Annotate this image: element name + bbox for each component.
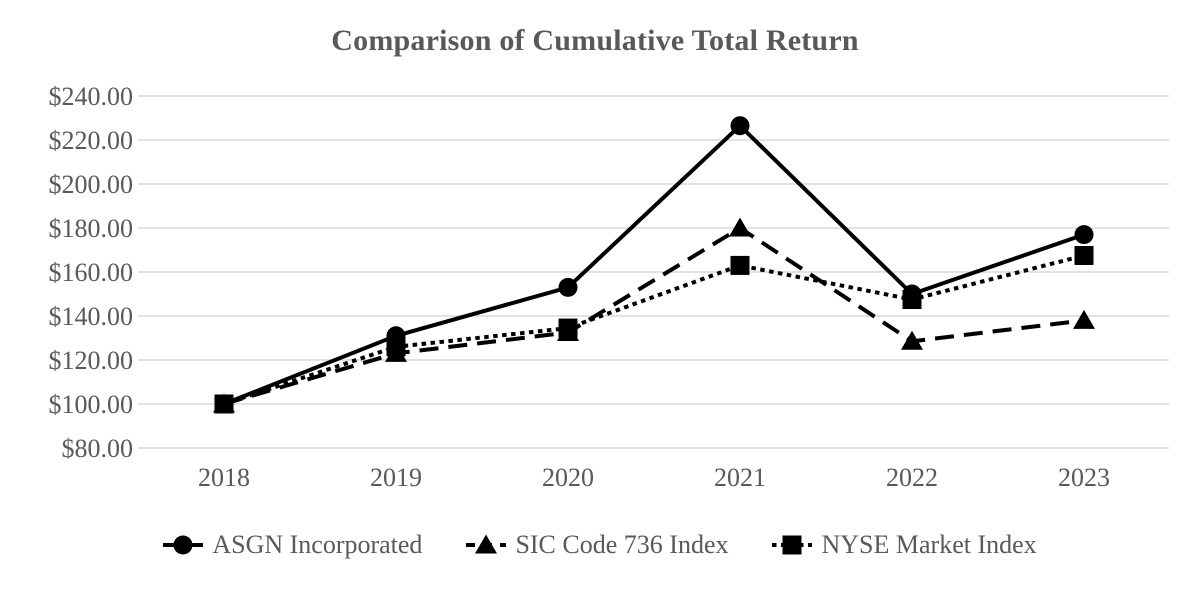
chart-legend: ASGN Incorporated SIC Code 736 Index NYS… [0,530,1200,560]
legend-item-nyse: NYSE Market Index [772,530,1037,560]
series-line-dashed [223,225,1085,406]
y-tick-label: $160.00 [49,258,134,287]
y-tick-label: $80.00 [62,434,134,463]
legend-swatch-triangle-icon [466,534,507,554]
series-square [214,246,1094,414]
y-axis-labels: $240.00 $220.00 $200.00 $180.00 $160.00 $140.… [49,82,134,463]
x-tick-label: 2021 [714,463,766,492]
legend-item-sic: SIC Code 736 Index [466,530,728,560]
y-tick-label: $100.00 [49,390,134,419]
legend-swatch-square-icon [772,535,813,555]
x-axis-labels: 2018 2019 2020 2021 2022 2023 [198,463,1110,492]
x-tick-label: 2020 [542,463,594,492]
series-line-dotted [223,253,1085,406]
x-tick-label: 2023 [1058,463,1110,492]
series-triangle [213,217,1095,413]
legend-label: NYSE Market Index [821,530,1037,559]
x-tick-label: 2018 [198,463,250,492]
gridlines [138,95,1169,449]
y-tick-label: $240.00 [49,82,134,111]
legend-item-asgn: ASGN Incorporated [163,530,422,560]
chart-title: Comparison of Cumulative Total Return [331,24,859,57]
y-tick-label: $220.00 [49,126,134,155]
legend-label: ASGN Incorporated [212,530,423,559]
y-tick-label: $200.00 [49,170,134,199]
y-tick-label: $180.00 [49,214,134,243]
y-tick-label: $140.00 [49,302,134,331]
series-line-solid [223,122,1085,406]
legend-label: SIC Code 736 Index [515,530,729,559]
y-tick-label: $120.00 [49,346,134,375]
x-tick-label: 2022 [886,463,938,492]
x-tick-label: 2019 [370,463,422,492]
legend-swatch-circle-icon [163,535,204,555]
